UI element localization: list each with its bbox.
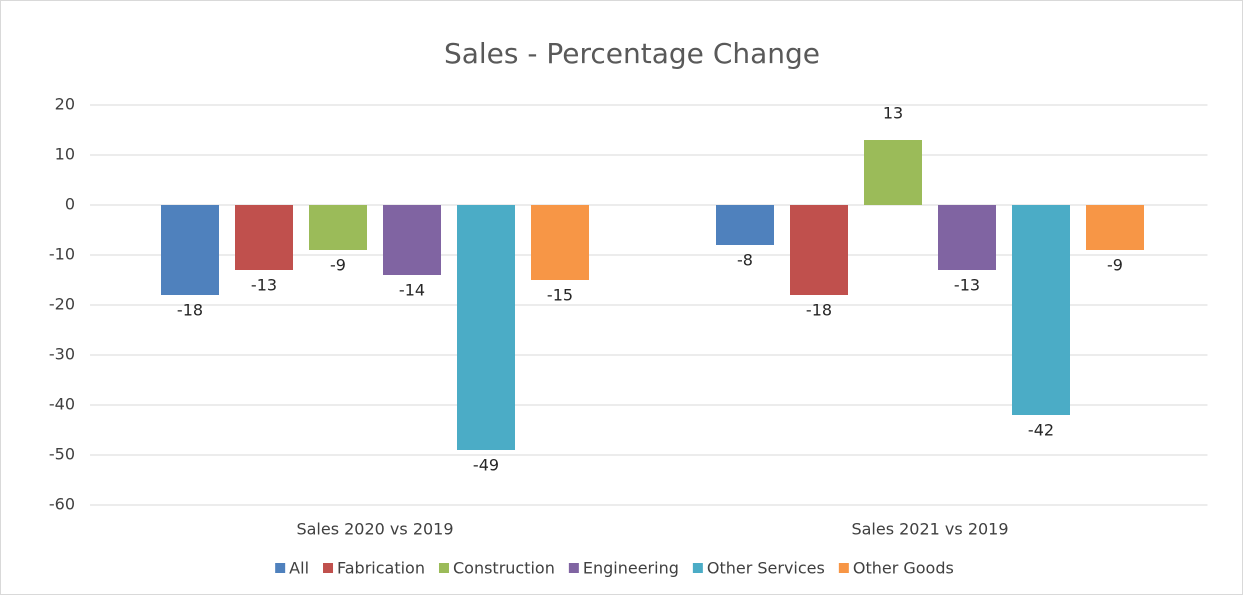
y-tick-label: -30 (49, 345, 75, 364)
bar (790, 205, 848, 295)
legend-label: Engineering (583, 559, 679, 578)
y-tick-label: -10 (49, 245, 75, 264)
y-tick-label: -40 (49, 395, 75, 414)
legend-swatch (692, 563, 703, 573)
bar (457, 205, 515, 450)
data-label: -9 (1107, 256, 1123, 275)
y-tick-label: -20 (49, 295, 75, 314)
data-label: -15 (547, 286, 573, 305)
legend-swatch (323, 563, 334, 573)
data-label: -8 (737, 251, 753, 270)
bar (1086, 205, 1144, 250)
data-label: -13 (954, 276, 980, 295)
y-tick-label: -60 (49, 495, 75, 514)
bar (938, 205, 996, 270)
y-tick-label: -50 (49, 445, 75, 464)
bar (1012, 205, 1070, 415)
bar (161, 205, 219, 295)
data-label: -13 (251, 276, 277, 295)
legend-label: Fabrication (337, 559, 425, 578)
data-label: -14 (399, 281, 425, 300)
legend-label: Construction (453, 559, 555, 578)
x-tick-label: Sales 2021 vs 2019 (851, 520, 1008, 539)
chart-title: Sales - Percentage Change (444, 37, 820, 70)
legend-swatch (838, 563, 849, 573)
y-tick-label: 10 (55, 145, 75, 164)
bar (531, 205, 589, 280)
y-tick-label: 0 (65, 195, 75, 214)
data-label: 13 (883, 104, 903, 123)
bar (716, 205, 774, 245)
legend-label: All (289, 559, 309, 578)
legend-label: Other Goods (853, 559, 954, 578)
legend-label: Other Services (707, 559, 825, 578)
data-label: -49 (473, 456, 499, 475)
legend-swatch (568, 563, 579, 573)
bar (235, 205, 293, 270)
data-label: -18 (806, 301, 832, 320)
y-tick-label: 20 (55, 95, 75, 114)
data-label: -9 (330, 256, 346, 275)
legend-swatch (275, 563, 286, 573)
bar (383, 205, 441, 275)
bar (309, 205, 367, 250)
data-label: -42 (1028, 421, 1054, 440)
bar (864, 140, 922, 205)
data-label: -18 (177, 301, 203, 320)
legend-swatch (438, 563, 449, 573)
x-tick-label: Sales 2020 vs 2019 (296, 520, 453, 539)
